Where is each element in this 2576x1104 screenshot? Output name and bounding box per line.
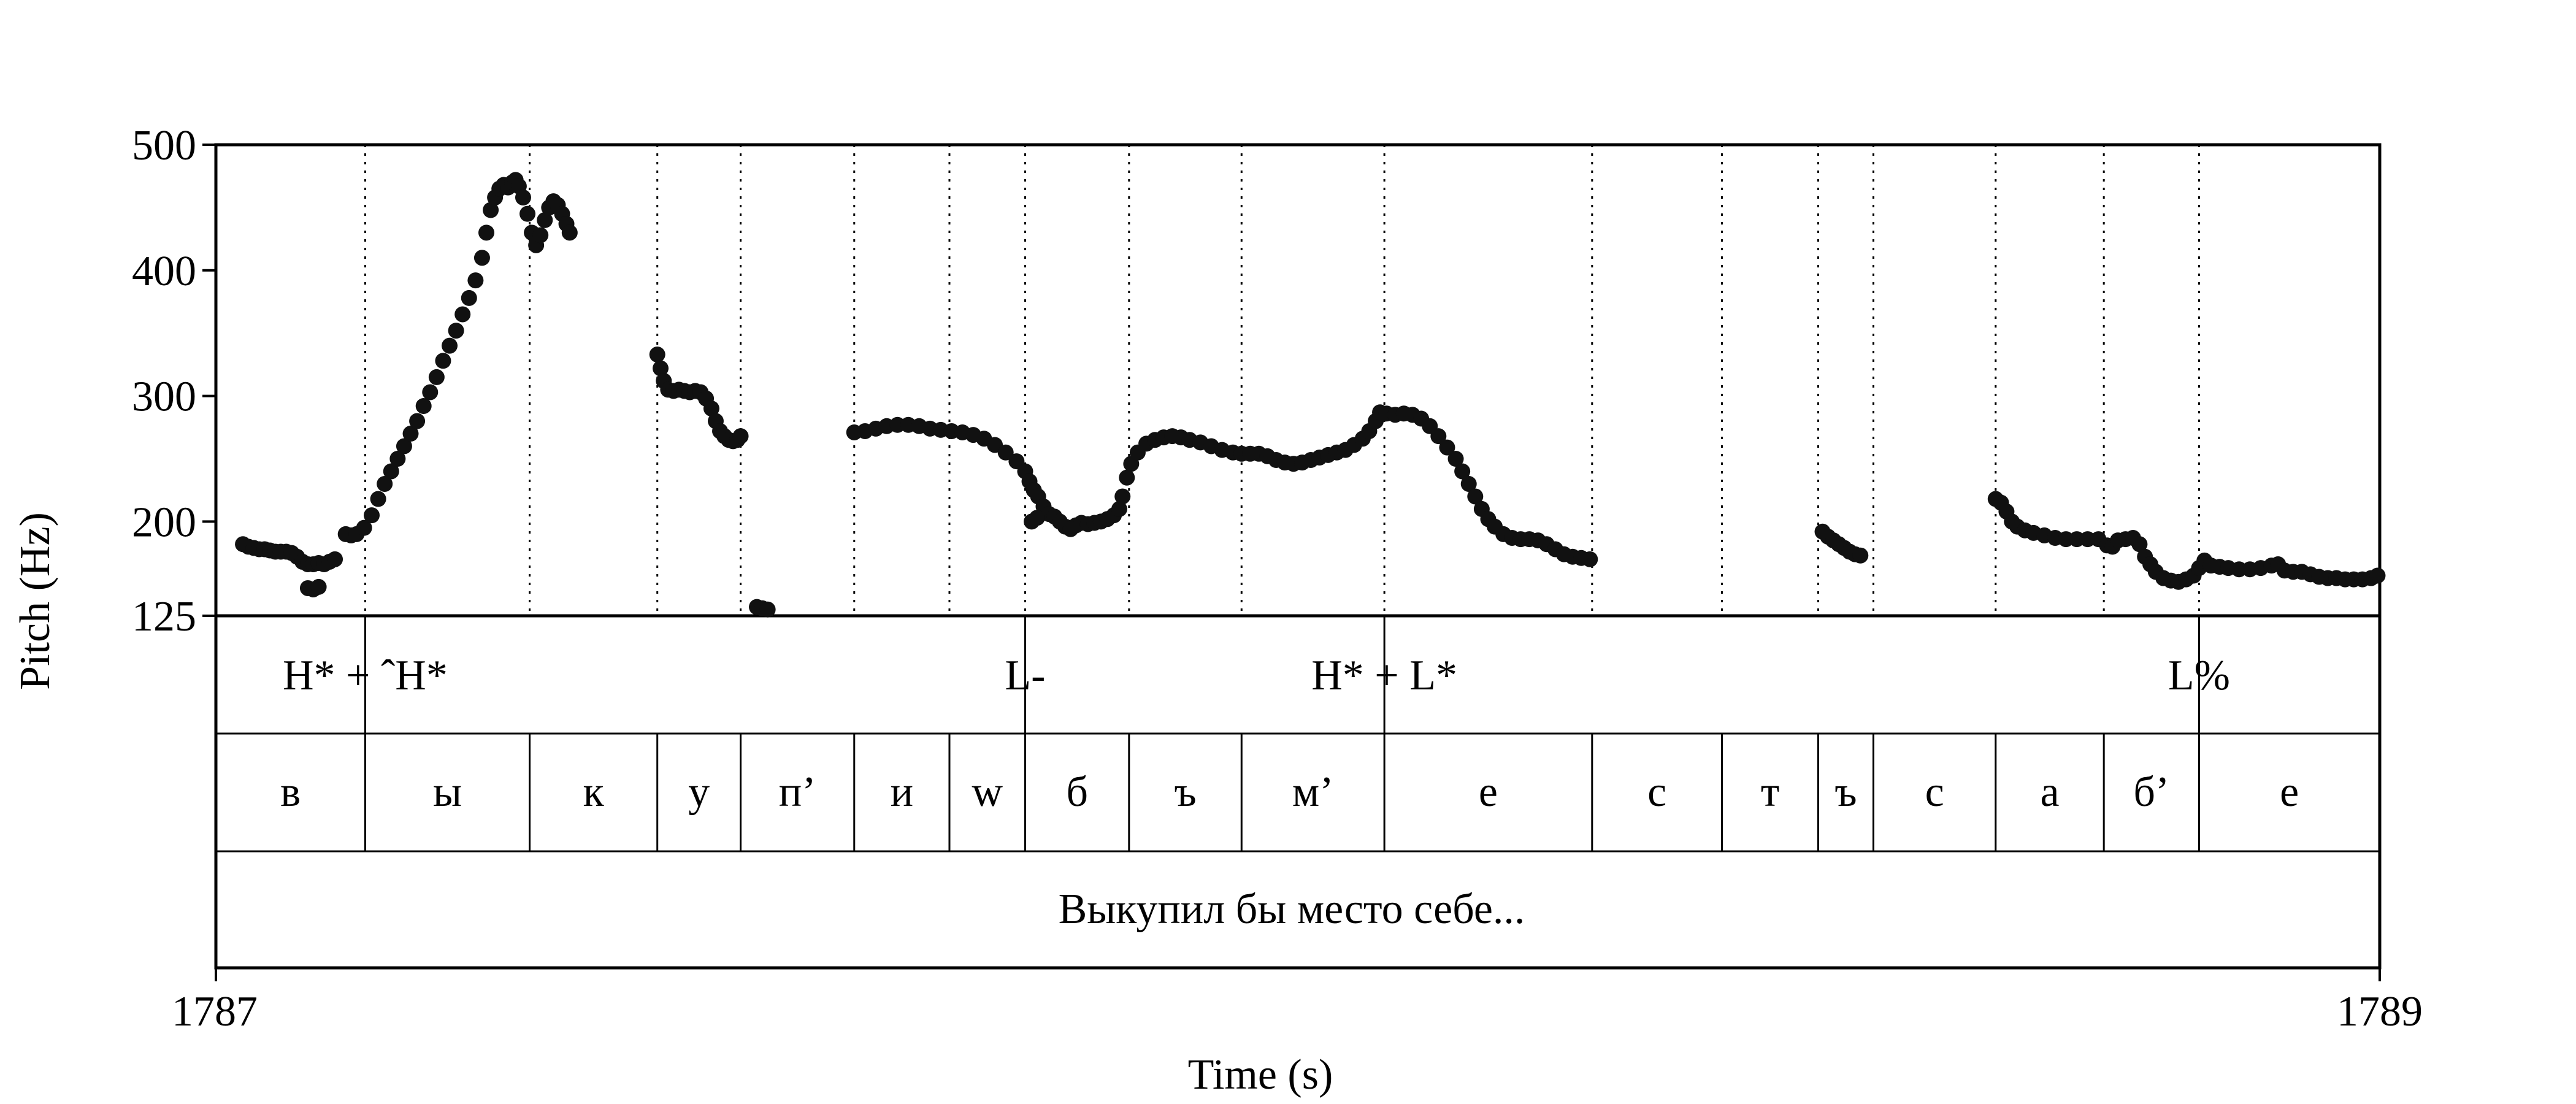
pitch-point: [1447, 451, 1464, 467]
segment-label: w: [972, 769, 1003, 816]
pitch-point: [1454, 463, 1471, 480]
y-tick-label: 300: [132, 374, 196, 421]
pitch-point: [396, 438, 412, 454]
pitch-point: [1439, 439, 1455, 456]
annotation-panel-frame: [214, 614, 2382, 970]
pitch-point: [377, 475, 393, 492]
x-tick-label-start: 1787: [172, 988, 258, 1035]
segment-label: п’: [779, 769, 816, 816]
pitch-point: [461, 289, 477, 306]
pitch-point: [389, 451, 406, 467]
segment-label: с: [1647, 769, 1666, 816]
pitch-point: [759, 601, 776, 618]
segment-label: ъ: [1834, 769, 1857, 816]
pitch-point: [532, 227, 549, 243]
pitch-point: [703, 401, 719, 417]
pitch-point: [454, 306, 471, 323]
segment-label: и: [891, 769, 913, 816]
phrase-transcription: Выкупил бы место себе...: [1059, 886, 1525, 933]
pitch-point: [561, 224, 578, 241]
pitch-point: [997, 444, 1014, 461]
pitch-point: [478, 224, 494, 241]
segment-label: е: [2280, 769, 2299, 816]
segment-label: м’: [1292, 769, 1334, 816]
x-tick-label-end: 1789: [2337, 988, 2423, 1035]
pitch-point: [732, 428, 749, 445]
pitch-point: [442, 337, 458, 354]
pitch-point: [1582, 551, 1598, 567]
pitch-point: [473, 250, 490, 266]
tone-label: H* + L*: [1311, 652, 1457, 699]
segment-label: б: [1066, 769, 1088, 816]
segment-label: в: [280, 769, 301, 816]
pitch-point: [1467, 488, 1484, 505]
pitch-point: [1119, 469, 1135, 486]
pitch-point: [422, 384, 439, 401]
segment-label: у: [688, 769, 710, 816]
pitch-point: [1114, 488, 1131, 505]
tone-label: H* + ˆH*: [283, 652, 448, 699]
pitch-point: [537, 212, 553, 228]
segment-label: ъ: [1174, 769, 1196, 816]
tone-label: L-: [1005, 652, 1045, 699]
pitch-point: [467, 272, 484, 289]
segment-label: с: [1925, 769, 1944, 816]
pitch-point: [409, 413, 426, 429]
pitch-point: [448, 323, 464, 339]
pitch-point: [519, 205, 536, 222]
pitch-point: [310, 578, 327, 595]
pitch-point: [383, 463, 399, 480]
pitch-point: [402, 426, 419, 442]
pitch-point: [1460, 475, 1477, 492]
pitch-point: [327, 551, 343, 567]
y-tick-label: 500: [132, 122, 196, 169]
pitch-point: [435, 353, 451, 369]
y-tick-label: 125: [132, 593, 196, 640]
x-axis-title: Time (s): [1188, 1051, 1333, 1098]
pitch-point: [1111, 500, 1127, 517]
pitch-point: [1430, 428, 1447, 445]
y-tick-label: 400: [132, 248, 196, 295]
y-axis-title: Pitch (Hz): [12, 512, 59, 690]
pitch-point: [356, 519, 372, 536]
y-tick-label: 200: [132, 499, 196, 546]
segment-label: т: [1761, 769, 1780, 816]
pitch-point: [483, 202, 499, 218]
pitch-point: [653, 360, 669, 377]
segment-label: а: [2040, 769, 2059, 816]
pitch-point: [415, 397, 432, 414]
segment-label: б’: [2133, 769, 2169, 816]
segment-label: е: [1479, 769, 1498, 816]
pitch-point: [1029, 510, 1045, 526]
pitch-point: [515, 190, 531, 206]
pitch-point: [364, 507, 380, 524]
pitch-point: [428, 369, 445, 385]
pitch-point: [649, 347, 665, 363]
pitch-point: [1852, 547, 1869, 564]
segment-label: к: [583, 769, 605, 816]
pitch-point: [2131, 536, 2148, 553]
pitch-point: [370, 491, 386, 507]
segment-label: ы: [433, 769, 462, 816]
pitch-point: [2369, 567, 2386, 584]
tone-label: L%: [2168, 652, 2230, 699]
